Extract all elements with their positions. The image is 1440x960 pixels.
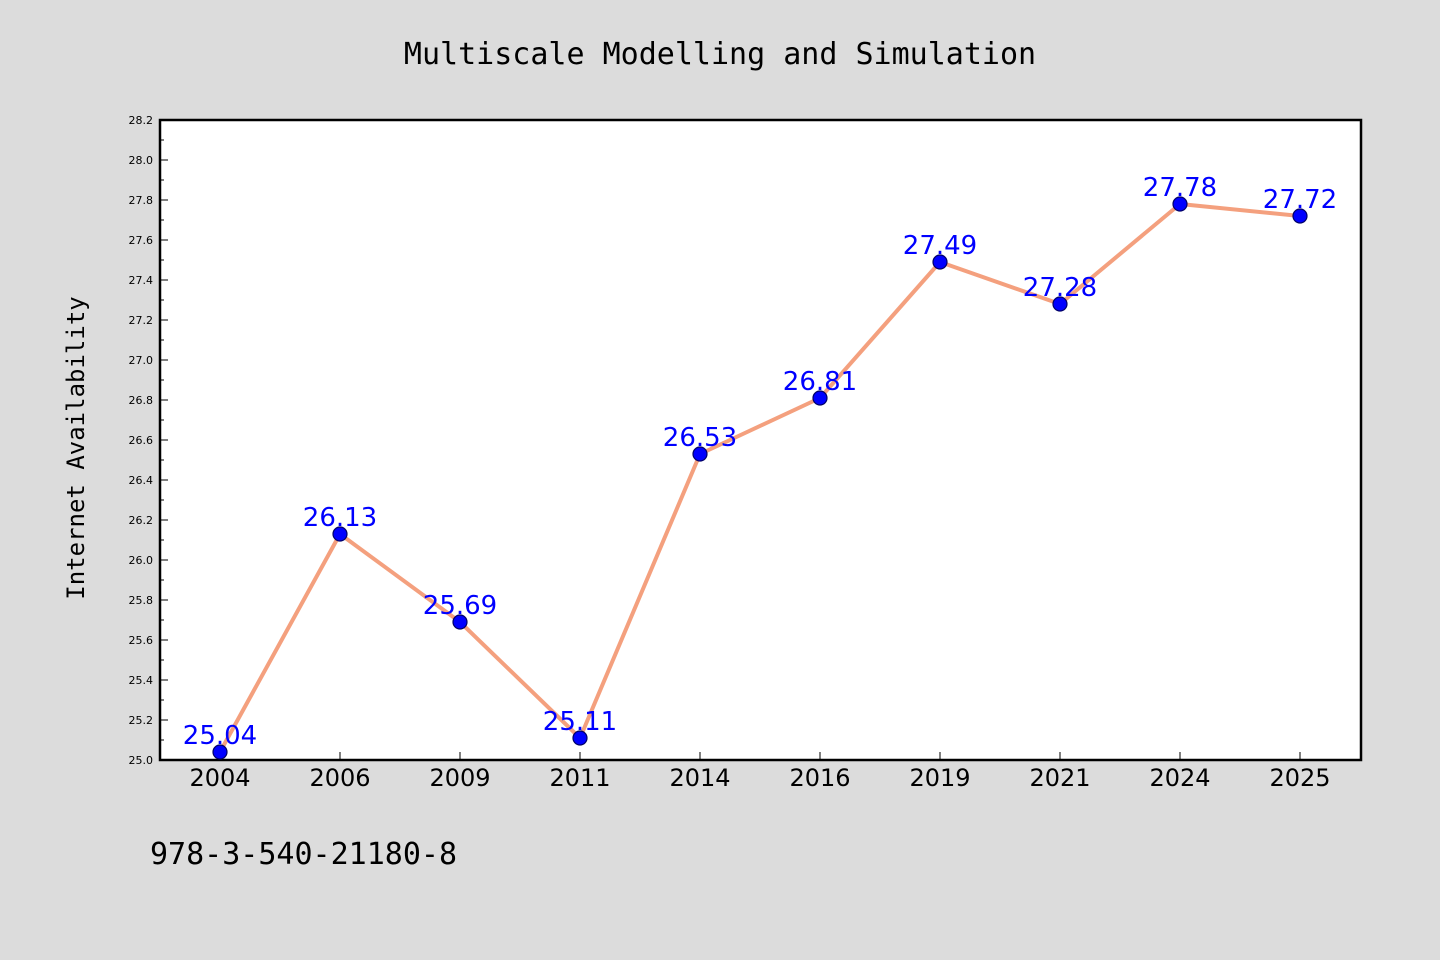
data-markers — [212, 196, 1308, 760]
data-point-2021 — [1052, 296, 1068, 312]
y-axis-ticks: 25.0 25.2 25.4 25.6 25.8 26.0 26.2 26.4 26.6 26.8… — [129, 114, 168, 767]
y-tick-label: 25.6 — [129, 634, 154, 647]
x-tick-label: 2025 — [1269, 764, 1330, 792]
x-tick-label: 2024 — [1149, 764, 1210, 792]
data-label-2025: 27.72 — [1263, 185, 1337, 215]
x-tick-label: 2014 — [669, 764, 730, 792]
x-tick-label: 2009 — [429, 764, 490, 792]
data-point-2025 — [1292, 208, 1308, 224]
y-tick-label: 26.0 — [129, 554, 154, 567]
y-tick-label: 27.8 — [129, 194, 154, 207]
y-tick-label: 25.0 — [129, 754, 154, 767]
y-axis-label: Internet Availability — [62, 296, 90, 599]
data-label-2011: 25.11 — [543, 707, 617, 737]
data-label-2021: 27.28 — [1023, 273, 1097, 303]
data-labels: 25.04 26.13 25.69 25.11 26.53 26.81 27.49 27.28… — [183, 173, 1337, 751]
plot-area — [158, 118, 1363, 762]
series-line — [218, 202, 1302, 754]
data-label-2006: 26.13 — [303, 503, 377, 533]
y-tick-label: 27.4 — [129, 274, 154, 287]
x-tick-label: 2021 — [1029, 764, 1090, 792]
y-tick-label: 28.2 — [129, 114, 154, 127]
y-tick-label: 27.6 — [129, 234, 154, 247]
data-label-2004: 25.04 — [183, 721, 257, 751]
y-tick-label: 26.4 — [129, 474, 154, 487]
data-label-2016: 26.81 — [783, 367, 857, 397]
y-tick-label: 26.6 — [129, 434, 154, 447]
x-tick-label: 2011 — [549, 764, 610, 792]
y-tick-label: 25.4 — [129, 674, 154, 687]
x-tick-label: 2019 — [909, 764, 970, 792]
y-tick-label: 26.8 — [129, 394, 154, 407]
y-tick-label: 28.0 — [129, 154, 154, 167]
y-tick-label: 27.2 — [129, 314, 154, 327]
y-tick-label: 27.0 — [129, 354, 154, 367]
data-point-2024 — [1172, 196, 1188, 212]
y-tick-label: 25.8 — [129, 594, 154, 607]
data-point-2019 — [932, 254, 948, 270]
series-line-group — [218, 202, 1302, 754]
data-point-2011 — [572, 730, 588, 746]
data-label-2014: 26.53 — [663, 423, 737, 453]
y-tick-label: 26.2 — [129, 514, 154, 527]
data-point-2009 — [452, 614, 468, 630]
data-label-2009: 25.69 — [423, 591, 497, 621]
x-tick-label: 2004 — [189, 764, 250, 792]
y-tick-label: 25.2 — [129, 714, 154, 727]
isbn-footnote: 978-3-540-21180-8 — [150, 837, 457, 872]
data-label-2024: 27.78 — [1143, 173, 1217, 203]
x-tick-label: 2016 — [789, 764, 850, 792]
data-label-2019: 27.49 — [903, 231, 977, 261]
x-axis-ticks: 2004 2006 2009 2011 2014 2016 2019 2021 2024 2025 — [189, 752, 1331, 792]
data-point-2004 — [212, 744, 228, 760]
data-point-2006 — [332, 526, 348, 542]
data-point-2016 — [812, 390, 828, 406]
data-point-2014 — [692, 446, 708, 462]
x-tick-label: 2006 — [309, 764, 370, 792]
chart-title: Multiscale Modelling and Simulation — [404, 37, 1036, 72]
